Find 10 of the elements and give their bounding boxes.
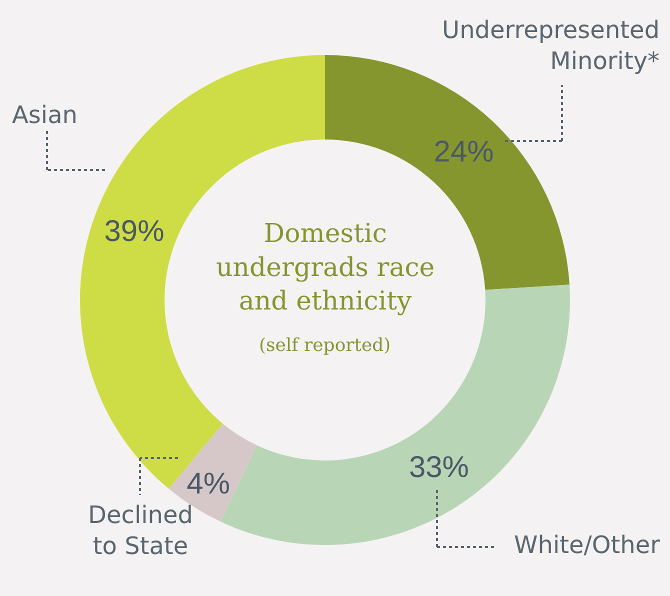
text: Domestic undergrads race and ethnicity [216,219,435,317]
slice-label: White/Other [514,531,660,559]
slice-label: Asian [12,101,78,129]
text: (self reported) [259,335,391,356]
slice-label: Declined to State [88,501,193,560]
data-label: 33% [408,451,469,484]
data-label: 24% [434,136,494,169]
data-label: 39% [104,214,164,248]
slice-label: Underrepresented Minority* [442,16,660,76]
data-label: 4% [186,467,230,500]
